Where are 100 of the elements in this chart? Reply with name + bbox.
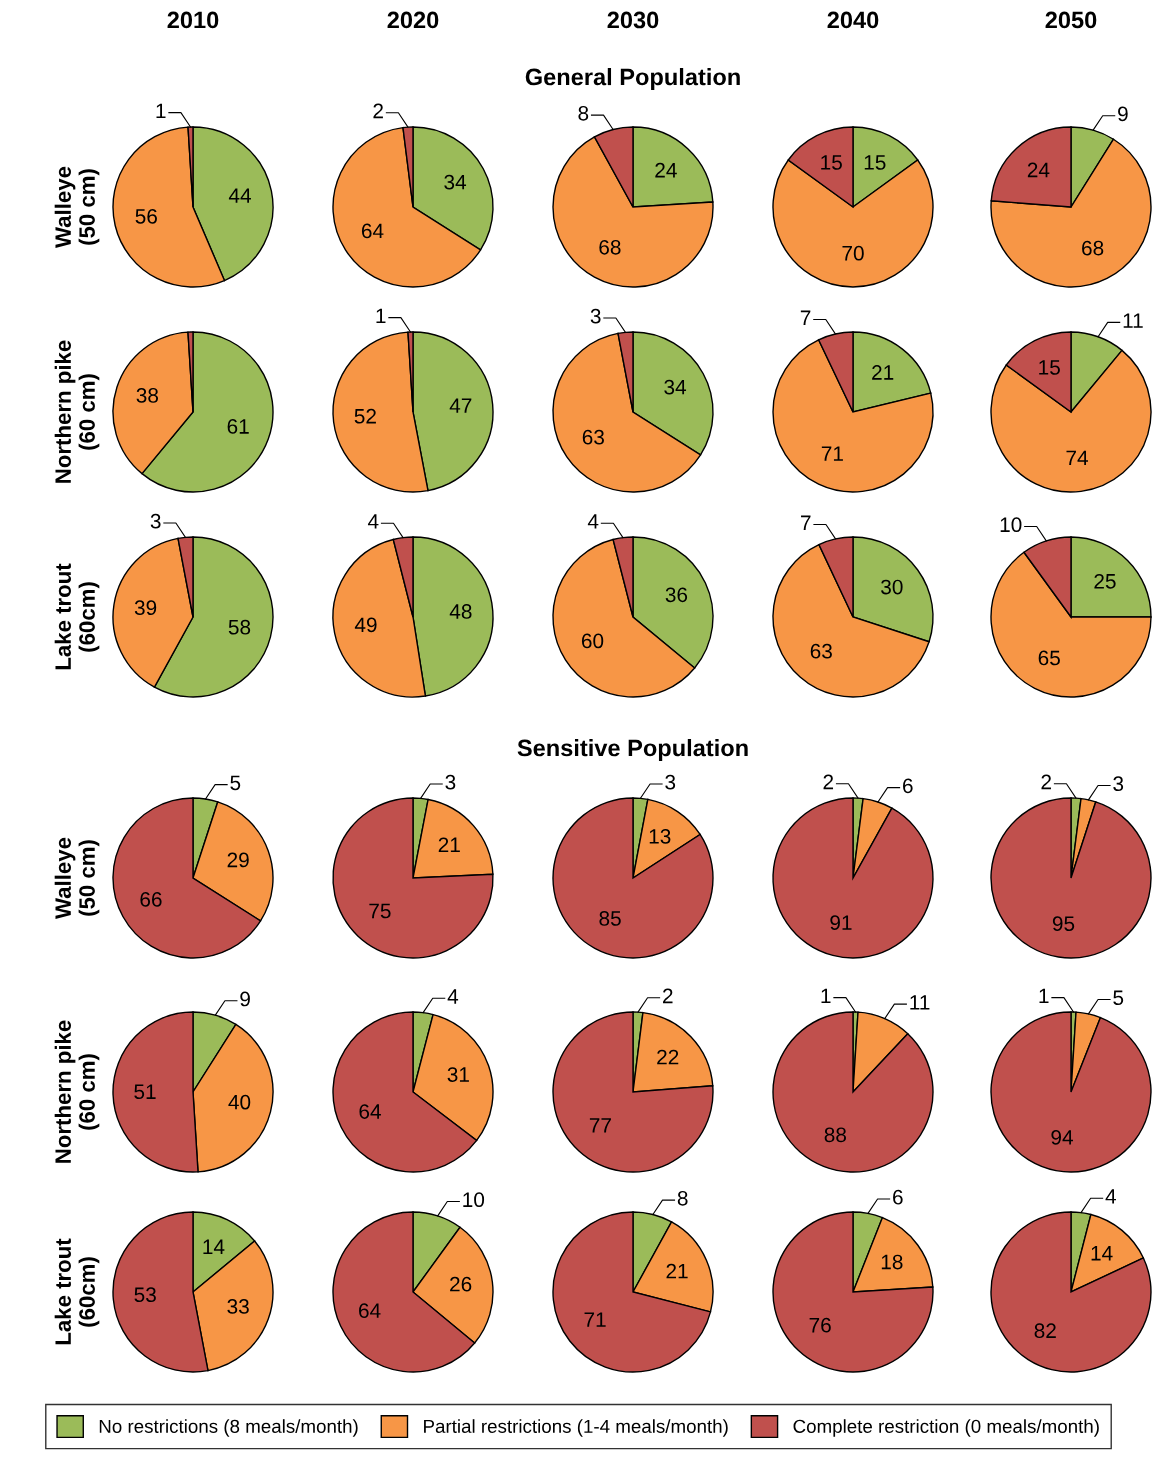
data-label: 8 <box>677 1190 688 1206</box>
data-label: 30 <box>881 579 903 595</box>
data-label: 14 <box>203 1239 225 1254</box>
data-label: 24 <box>655 162 677 178</box>
data-label: 18 <box>881 1254 903 1270</box>
data-label: 11 <box>1123 313 1143 328</box>
data-label: 74 <box>1066 450 1088 466</box>
data-label: 33 <box>227 1299 249 1314</box>
data-label: 15 <box>821 155 842 170</box>
data-label: 15 <box>864 155 886 170</box>
data-label: 49 <box>354 617 377 633</box>
data-label: 64 <box>359 1104 381 1119</box>
data-label: 2 <box>823 774 834 790</box>
data-label: 4 <box>447 989 459 1004</box>
data-label: 24 <box>1027 162 1050 178</box>
data-label: 6 <box>893 1189 903 1205</box>
data-label: 5 <box>230 775 241 791</box>
data-label: 14 <box>1091 1246 1113 1261</box>
data-label: 68 <box>1082 240 1104 256</box>
data-label: 94 <box>1051 1129 1073 1145</box>
text: Walleye (50 cm) <box>54 837 100 919</box>
data-label: 3 <box>445 774 456 790</box>
data-label: 9 <box>1118 106 1128 122</box>
data-label: 36 <box>665 587 688 603</box>
data-label: 68 <box>599 239 621 255</box>
data-label: 63 <box>582 429 604 445</box>
data-label: 53 <box>134 1287 156 1303</box>
chart-title: 2050 <box>1045 11 1097 29</box>
data-label: 34 <box>444 174 467 190</box>
data-label: 82 <box>1034 1323 1056 1339</box>
data-label: 15 <box>1039 360 1060 375</box>
data-label: 66 <box>140 891 162 907</box>
data-label: 26 <box>450 1276 472 1292</box>
data-label: 34 <box>664 379 687 395</box>
data-label: 40 <box>228 1094 251 1110</box>
data-label: 1 <box>156 103 166 119</box>
data-label: 4 <box>1105 1189 1116 1204</box>
data-label: 71 <box>584 1312 606 1327</box>
data-label: 21 <box>872 365 894 380</box>
data-label: 21 <box>666 1263 688 1279</box>
data-label: 51 <box>134 1084 156 1100</box>
data-label: 38 <box>136 388 159 403</box>
data-label: 7 <box>800 310 811 325</box>
chart-title: 2020 <box>387 11 439 29</box>
data-label: 2 <box>1041 774 1051 790</box>
data-label: 61 <box>227 419 249 434</box>
chart-title: 2040 <box>827 11 879 29</box>
data-label: 9 <box>240 991 250 1007</box>
data-label: 64 <box>359 1303 381 1319</box>
data-label: 21 <box>438 837 460 852</box>
data-label: 22 <box>657 1049 679 1065</box>
data-label: 64 <box>361 223 384 239</box>
data-label: 29 <box>227 852 249 868</box>
data-label: 10 <box>463 1192 485 1208</box>
data-label: 88 <box>824 1127 847 1143</box>
data-label: 25 <box>1094 573 1116 589</box>
data-label: 1 <box>1039 988 1049 1004</box>
chart-title: 2010 <box>167 11 219 29</box>
legend-label: Partial restrictions (1-4 meals/month) <box>424 1419 728 1437</box>
data-label: 77 <box>589 1118 611 1133</box>
text: Walleye (50 cm) <box>54 166 100 248</box>
data-label: 48 <box>449 604 472 619</box>
data-label: 11 <box>910 995 930 1010</box>
data-label: 2 <box>663 988 673 1004</box>
data-label: 2 <box>373 103 383 119</box>
data-label: 13 <box>649 828 671 844</box>
data-label: 91 <box>830 915 852 931</box>
data-label: 8 <box>578 105 589 121</box>
data-label: 95 <box>1052 916 1075 931</box>
data-label: 60 <box>581 633 604 649</box>
data-label: 65 <box>1038 650 1060 666</box>
data-label: 58 <box>228 619 251 635</box>
data-label: 76 <box>809 1317 831 1333</box>
data-label: 70 <box>842 245 864 261</box>
data-label: 1 <box>821 988 831 1004</box>
data-label: 71 <box>821 446 843 461</box>
data-label: 31 <box>447 1067 469 1082</box>
data-label: 3 <box>150 513 161 529</box>
data-label: 39 <box>134 600 157 616</box>
text: Northern pike (60 cm) <box>54 1020 100 1163</box>
data-label: 10 <box>1000 517 1022 533</box>
data-label: 4 <box>587 514 599 529</box>
legend-label: Complete restriction (0 meals/month) <box>793 1419 1099 1437</box>
text: General Population <box>525 68 740 90</box>
data-label: 3 <box>590 308 601 324</box>
data-label: 85 <box>599 911 621 926</box>
data-label: 6 <box>903 778 913 794</box>
data-label: 44 <box>228 188 251 203</box>
data-label: 56 <box>135 208 157 224</box>
chart-title: 2030 <box>607 11 659 29</box>
data-label: 7 <box>801 515 811 530</box>
text: Lake trout (60cm) <box>54 1238 100 1345</box>
data-label: 63 <box>810 643 832 659</box>
data-label: 52 <box>354 408 376 424</box>
data-label: 1 <box>376 308 386 324</box>
data-label: 5 <box>1113 990 1124 1006</box>
data-label: 47 <box>449 398 472 413</box>
data-label: 3 <box>1113 776 1124 792</box>
legend-label: No restrictions (8 meals/month) <box>99 1419 358 1437</box>
data-label: 3 <box>665 774 676 790</box>
